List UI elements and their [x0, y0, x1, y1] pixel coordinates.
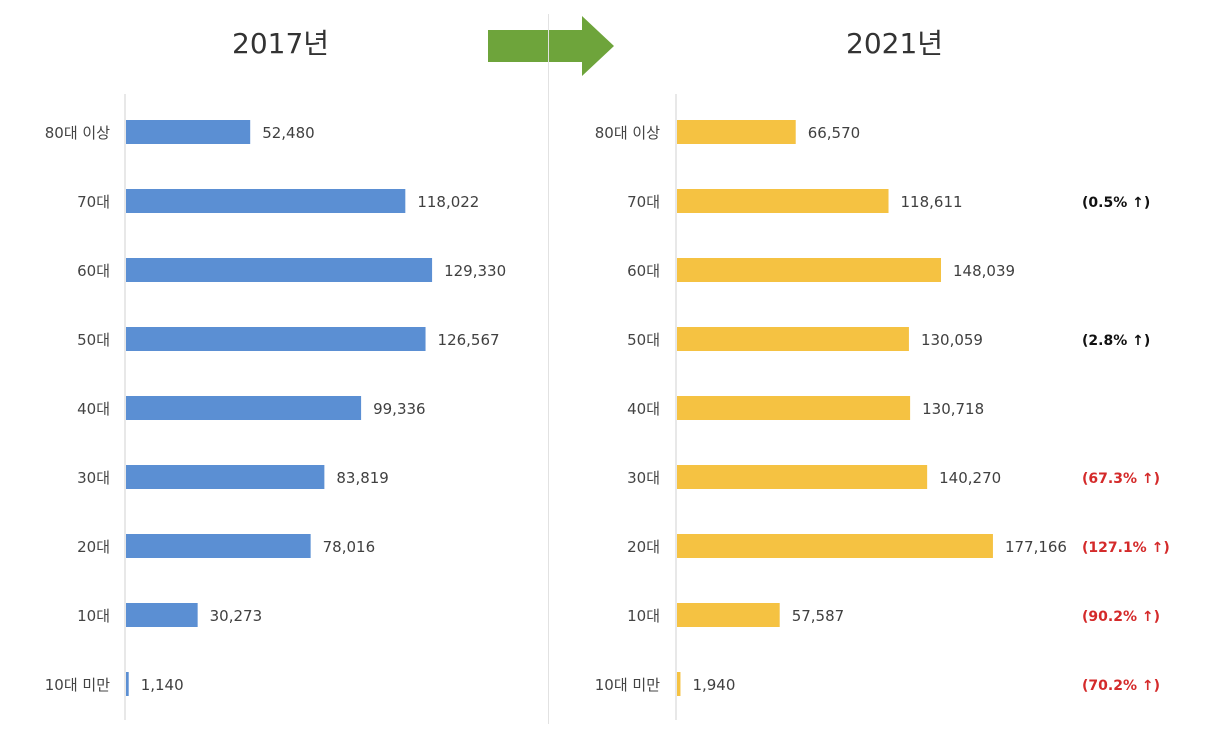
bar [126, 465, 325, 489]
category-label: 40대 [77, 400, 110, 418]
change-annotation: (70.2% ↑) [1082, 678, 1160, 694]
data-label: 118,022 [417, 193, 479, 211]
category-label: 60대 [77, 262, 110, 280]
data-label: 126,567 [438, 331, 500, 349]
data-label: 52,480 [262, 124, 315, 142]
bar [677, 258, 942, 282]
data-label: 148,039 [953, 262, 1015, 280]
bar [677, 534, 993, 558]
right-arrow-icon [488, 16, 614, 76]
chart-title-2017: 2017년 [232, 27, 330, 60]
category-label: 20대 [77, 538, 110, 556]
data-label: 129,330 [444, 262, 506, 280]
category-label: 10대 미만 [595, 676, 660, 694]
bar [677, 672, 681, 696]
panel-divider [548, 14, 549, 724]
category-label: 10대 [627, 607, 660, 625]
change-annotation: (127.1% ↑) [1082, 540, 1170, 556]
data-label: 30,273 [210, 607, 263, 625]
category-label: 30대 [77, 469, 110, 487]
category-label: 50대 [627, 331, 660, 349]
data-label: 130,059 [921, 331, 983, 349]
bar [126, 396, 362, 420]
category-label: 70대 [77, 193, 110, 211]
bar [677, 120, 796, 144]
data-label: 130,718 [922, 400, 984, 418]
data-label: 66,570 [808, 124, 861, 142]
bar [126, 189, 406, 213]
data-label: 99,336 [373, 400, 426, 418]
category-label: 80대 이상 [45, 124, 110, 142]
bar [126, 258, 433, 282]
category-label: 40대 [627, 400, 660, 418]
category-label: 70대 [627, 193, 660, 211]
data-label: 177,166 [1005, 538, 1067, 556]
bar [126, 327, 426, 351]
bar [677, 396, 911, 420]
category-label: 30대 [627, 469, 660, 487]
data-label: 1,140 [141, 676, 184, 694]
category-label: 10대 [77, 607, 110, 625]
category-label: 60대 [627, 262, 660, 280]
data-label: 57,587 [792, 607, 845, 625]
category-label: 20대 [627, 538, 660, 556]
change-annotation: (67.3% ↑) [1082, 471, 1160, 487]
change-annotation: (2.8% ↑) [1082, 333, 1150, 349]
bar [677, 189, 889, 213]
category-label: 80대 이상 [595, 124, 660, 142]
category-label: 10대 미만 [45, 676, 110, 694]
data-label: 140,270 [939, 469, 1001, 487]
change-annotation: (0.5% ↑) [1082, 195, 1150, 211]
category-label: 50대 [77, 331, 110, 349]
data-label: 118,611 [901, 193, 963, 211]
data-label: 83,819 [336, 469, 389, 487]
bar [126, 603, 198, 627]
bar [126, 120, 251, 144]
bar [677, 327, 909, 351]
bar-chart-2021: 80대 이상 66,570 70대 118,611 (0.5% ↑) 60대 148,039… [595, 94, 1170, 720]
bar [126, 534, 311, 558]
change-annotation: (90.2% ↑) [1082, 609, 1160, 625]
bar [677, 603, 780, 627]
bar [677, 465, 928, 489]
bar [126, 672, 129, 696]
bar-chart-2017: 80대 이상 52,480 70대 118,022 60대 129,330 50대 126,5… [45, 94, 506, 720]
data-label: 1,940 [692, 676, 735, 694]
data-label: 78,016 [323, 538, 376, 556]
chart-title-2021: 2021년 [846, 27, 944, 60]
